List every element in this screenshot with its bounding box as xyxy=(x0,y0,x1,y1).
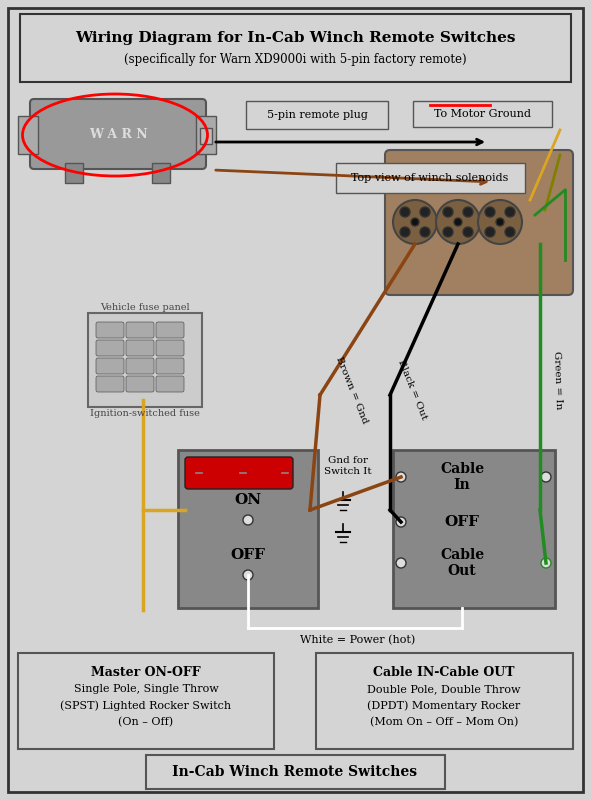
FancyBboxPatch shape xyxy=(393,450,555,608)
Text: Black = Out: Black = Out xyxy=(396,358,428,422)
Text: (SPST) Lighted Rocker Switch: (SPST) Lighted Rocker Switch xyxy=(60,701,232,711)
FancyBboxPatch shape xyxy=(88,313,202,407)
Circle shape xyxy=(454,218,462,226)
Text: Wiring Diagram for In-Cab Winch Remote Switches: Wiring Diagram for In-Cab Winch Remote S… xyxy=(74,31,515,45)
FancyBboxPatch shape xyxy=(96,340,124,356)
Text: White = Power (hot): White = Power (hot) xyxy=(300,635,415,645)
Text: Cable
Out: Cable Out xyxy=(440,548,484,578)
Text: Brown = Gnd: Brown = Gnd xyxy=(335,355,369,425)
Text: To Motor Ground: To Motor Ground xyxy=(434,109,531,119)
FancyBboxPatch shape xyxy=(156,322,184,338)
Text: Cable IN-Cable OUT: Cable IN-Cable OUT xyxy=(374,666,515,678)
Circle shape xyxy=(411,218,419,226)
FancyBboxPatch shape xyxy=(152,163,170,183)
Text: Cable
In: Cable In xyxy=(440,462,484,492)
Circle shape xyxy=(541,472,551,482)
Circle shape xyxy=(496,218,504,226)
Text: Vehicle fuse panel: Vehicle fuse panel xyxy=(100,303,190,313)
FancyBboxPatch shape xyxy=(336,163,525,193)
Circle shape xyxy=(463,207,473,217)
Text: (DPDT) Momentary Rocker: (DPDT) Momentary Rocker xyxy=(368,701,521,711)
FancyBboxPatch shape xyxy=(126,358,154,374)
FancyBboxPatch shape xyxy=(30,99,206,169)
FancyBboxPatch shape xyxy=(126,340,154,356)
Circle shape xyxy=(505,227,515,237)
FancyBboxPatch shape xyxy=(65,163,83,183)
FancyBboxPatch shape xyxy=(185,457,293,489)
Circle shape xyxy=(396,517,406,527)
Circle shape xyxy=(243,570,253,580)
Circle shape xyxy=(485,227,495,237)
Circle shape xyxy=(443,207,453,217)
FancyBboxPatch shape xyxy=(413,101,552,127)
Circle shape xyxy=(396,472,406,482)
FancyBboxPatch shape xyxy=(156,340,184,356)
FancyBboxPatch shape xyxy=(385,150,573,295)
Circle shape xyxy=(393,200,437,244)
Text: (specifically for Warn XD9000i with 5-pin factory remote): (specifically for Warn XD9000i with 5-pi… xyxy=(124,54,466,66)
FancyBboxPatch shape xyxy=(96,322,124,338)
Circle shape xyxy=(396,558,406,568)
Text: OFF: OFF xyxy=(444,515,479,529)
FancyBboxPatch shape xyxy=(96,376,124,392)
FancyBboxPatch shape xyxy=(18,653,274,749)
Text: 5-pin remote plug: 5-pin remote plug xyxy=(267,110,368,120)
Text: Single Pole, Single Throw: Single Pole, Single Throw xyxy=(74,684,219,694)
Circle shape xyxy=(243,515,253,525)
Text: Gnd for
Switch It: Gnd for Switch It xyxy=(324,456,372,476)
Circle shape xyxy=(400,227,410,237)
FancyBboxPatch shape xyxy=(20,14,571,82)
Text: In-Cab Winch Remote Switches: In-Cab Winch Remote Switches xyxy=(173,765,418,779)
FancyBboxPatch shape xyxy=(178,450,318,608)
Text: Ignition-switched fuse: Ignition-switched fuse xyxy=(90,409,200,418)
FancyBboxPatch shape xyxy=(156,358,184,374)
Text: Double Pole, Double Throw: Double Pole, Double Throw xyxy=(367,684,521,694)
FancyBboxPatch shape xyxy=(126,322,154,338)
Text: ON: ON xyxy=(235,493,262,507)
Circle shape xyxy=(436,200,480,244)
Circle shape xyxy=(541,558,551,568)
Circle shape xyxy=(463,227,473,237)
Circle shape xyxy=(400,207,410,217)
Circle shape xyxy=(420,227,430,237)
Text: Green = In: Green = In xyxy=(553,350,563,410)
Text: W A R N: W A R N xyxy=(89,127,147,141)
FancyBboxPatch shape xyxy=(316,653,573,749)
FancyBboxPatch shape xyxy=(126,376,154,392)
Circle shape xyxy=(485,207,495,217)
FancyBboxPatch shape xyxy=(156,376,184,392)
FancyBboxPatch shape xyxy=(200,128,212,144)
FancyBboxPatch shape xyxy=(8,8,583,792)
Circle shape xyxy=(420,207,430,217)
Circle shape xyxy=(478,200,522,244)
Text: OFF: OFF xyxy=(230,548,265,562)
FancyBboxPatch shape xyxy=(196,116,216,154)
FancyBboxPatch shape xyxy=(18,116,38,154)
FancyBboxPatch shape xyxy=(146,755,445,789)
FancyBboxPatch shape xyxy=(96,358,124,374)
Text: (Mom On – Off – Mom On): (Mom On – Off – Mom On) xyxy=(370,717,518,727)
FancyBboxPatch shape xyxy=(246,101,388,129)
Circle shape xyxy=(505,207,515,217)
Text: Master ON-OFF: Master ON-OFF xyxy=(91,666,201,678)
Text: (On – Off): (On – Off) xyxy=(118,717,174,727)
Circle shape xyxy=(443,227,453,237)
Text: Top view of winch solenoids: Top view of winch solenoids xyxy=(351,173,509,183)
